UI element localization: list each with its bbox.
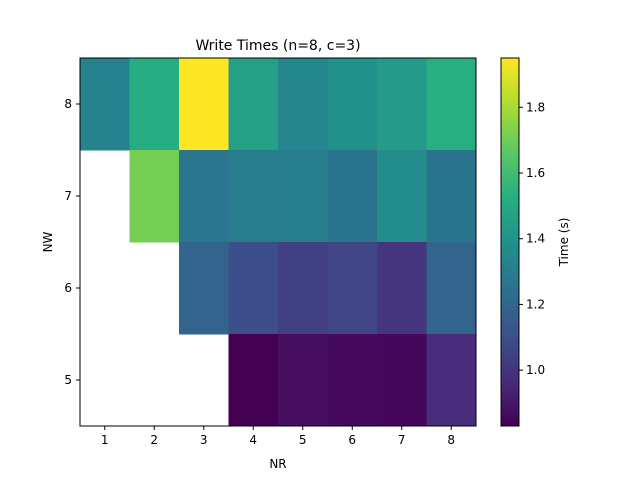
x-tick-label: 2 xyxy=(150,433,158,447)
heatmap-cell-nw8-nr4 xyxy=(228,58,279,151)
x-tick-label: 4 xyxy=(249,433,257,447)
heatmap-cell-nw6-nr5 xyxy=(278,242,328,335)
x-tick-label: 1 xyxy=(101,433,109,447)
heatmap-cell-nw5-nr5 xyxy=(278,334,328,427)
x-axis-ticks: 1 2 3 4 5 6 7 8 xyxy=(101,426,455,447)
y-axis-ticks: 8 7 6 5 xyxy=(64,97,80,387)
colorbar-tick-label: 1.4 xyxy=(526,232,545,246)
x-tick-label: 7 xyxy=(398,433,406,447)
y-axis-label: NW xyxy=(41,231,55,252)
heatmap-cell-nw8-nr6 xyxy=(327,58,378,151)
heatmap-cell-nw7-nr3 xyxy=(179,150,229,243)
heatmap-cell-nw7-nr5 xyxy=(278,150,328,243)
colorbar xyxy=(500,57,520,427)
heatmap-cells xyxy=(80,58,477,427)
heatmap-cell-nw5-nr4 xyxy=(228,334,279,427)
x-tick-label: 3 xyxy=(200,433,208,447)
heatmap-cell-nw7-nr4 xyxy=(228,150,279,243)
heatmap-cell-nw7-nr8 xyxy=(426,150,477,243)
y-tick-label: 5 xyxy=(64,373,72,387)
x-axis-label: NR xyxy=(269,457,286,471)
chart-title: Write Times (n=8, c=3) xyxy=(195,38,360,54)
heatmap-cell-nw5-nr6 xyxy=(327,334,378,427)
heatmap-cell-nw8-nr7 xyxy=(377,58,427,151)
heatmap-cell-nw6-nr3 xyxy=(179,242,229,335)
x-tick-label: 5 xyxy=(299,433,307,447)
colorbar-tick-label: 1.2 xyxy=(526,297,545,311)
colorbar-tick-label: 1.8 xyxy=(526,100,545,114)
y-tick-label: 6 xyxy=(64,281,72,295)
heatmap-cell-nw8-nr8 xyxy=(426,58,477,151)
heatmap-cell-nw6-nr6 xyxy=(327,242,378,335)
colorbar-tick-label: 1.6 xyxy=(526,166,545,180)
heatmap-cell-nw7-nr6 xyxy=(327,150,378,243)
heatmap-cell-nw6-nr4 xyxy=(228,242,279,335)
plot-frame xyxy=(79,57,477,427)
y-tick-label: 8 xyxy=(64,97,72,111)
heatmap-cell-nw8-nr2 xyxy=(129,58,180,151)
colorbar-ticks: 1.0 1.2 1.4 1.6 1.8 xyxy=(519,100,545,377)
heatmap-cell-nw8-nr1 xyxy=(80,58,130,151)
heatmap-cell-nw6-nr7 xyxy=(377,242,427,335)
y-tick-label: 7 xyxy=(64,189,72,203)
heatmap-cell-nw8-nr3 xyxy=(179,58,229,151)
heatmap-cell-nw5-nr7 xyxy=(377,334,427,427)
x-tick-label: 8 xyxy=(447,433,455,447)
heatmap-cell-nw6-nr8 xyxy=(426,242,477,335)
heatmap-cell-nw8-nr5 xyxy=(278,58,328,151)
heatmap-cell-nw7-nr2 xyxy=(129,150,180,243)
heatmap-cell-nw7-nr7 xyxy=(377,150,427,243)
heatmap-cell-nw5-nr8 xyxy=(426,334,477,427)
colorbar-label: Time (s) xyxy=(557,218,571,268)
x-tick-label: 6 xyxy=(348,433,356,447)
colorbar-tick-label: 1.0 xyxy=(526,363,545,377)
